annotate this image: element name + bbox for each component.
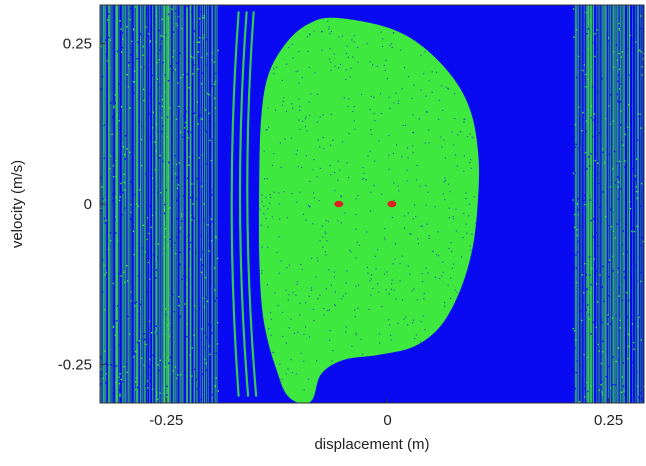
basin-region-speckle: [259, 20, 477, 399]
x-tick-label-0: -0.25: [149, 412, 183, 429]
basin-filaments: [230, 11, 258, 397]
x-axis-title: displacement (m): [314, 436, 429, 453]
y-tick-label-1: 0: [84, 196, 92, 213]
attractor-point-1: [387, 200, 397, 208]
plot-area: [100, 5, 644, 403]
x-tick-label-1: 0: [383, 412, 391, 429]
y-tick-label-2: -0.25: [58, 357, 92, 374]
y-tick-label-0: 0.25: [63, 36, 92, 53]
basin-region-0: [258, 17, 480, 403]
x-tick-label-2: 0.25: [594, 412, 623, 429]
basin-speckle: [100, 5, 644, 403]
attractor-point-0: [334, 200, 344, 208]
axes: -0.25 0 0.25 0.25 0 -0.25: [58, 36, 623, 430]
fractal-stripes: [100, 5, 643, 403]
y-axis-title: velocity (m/s): [9, 160, 26, 248]
